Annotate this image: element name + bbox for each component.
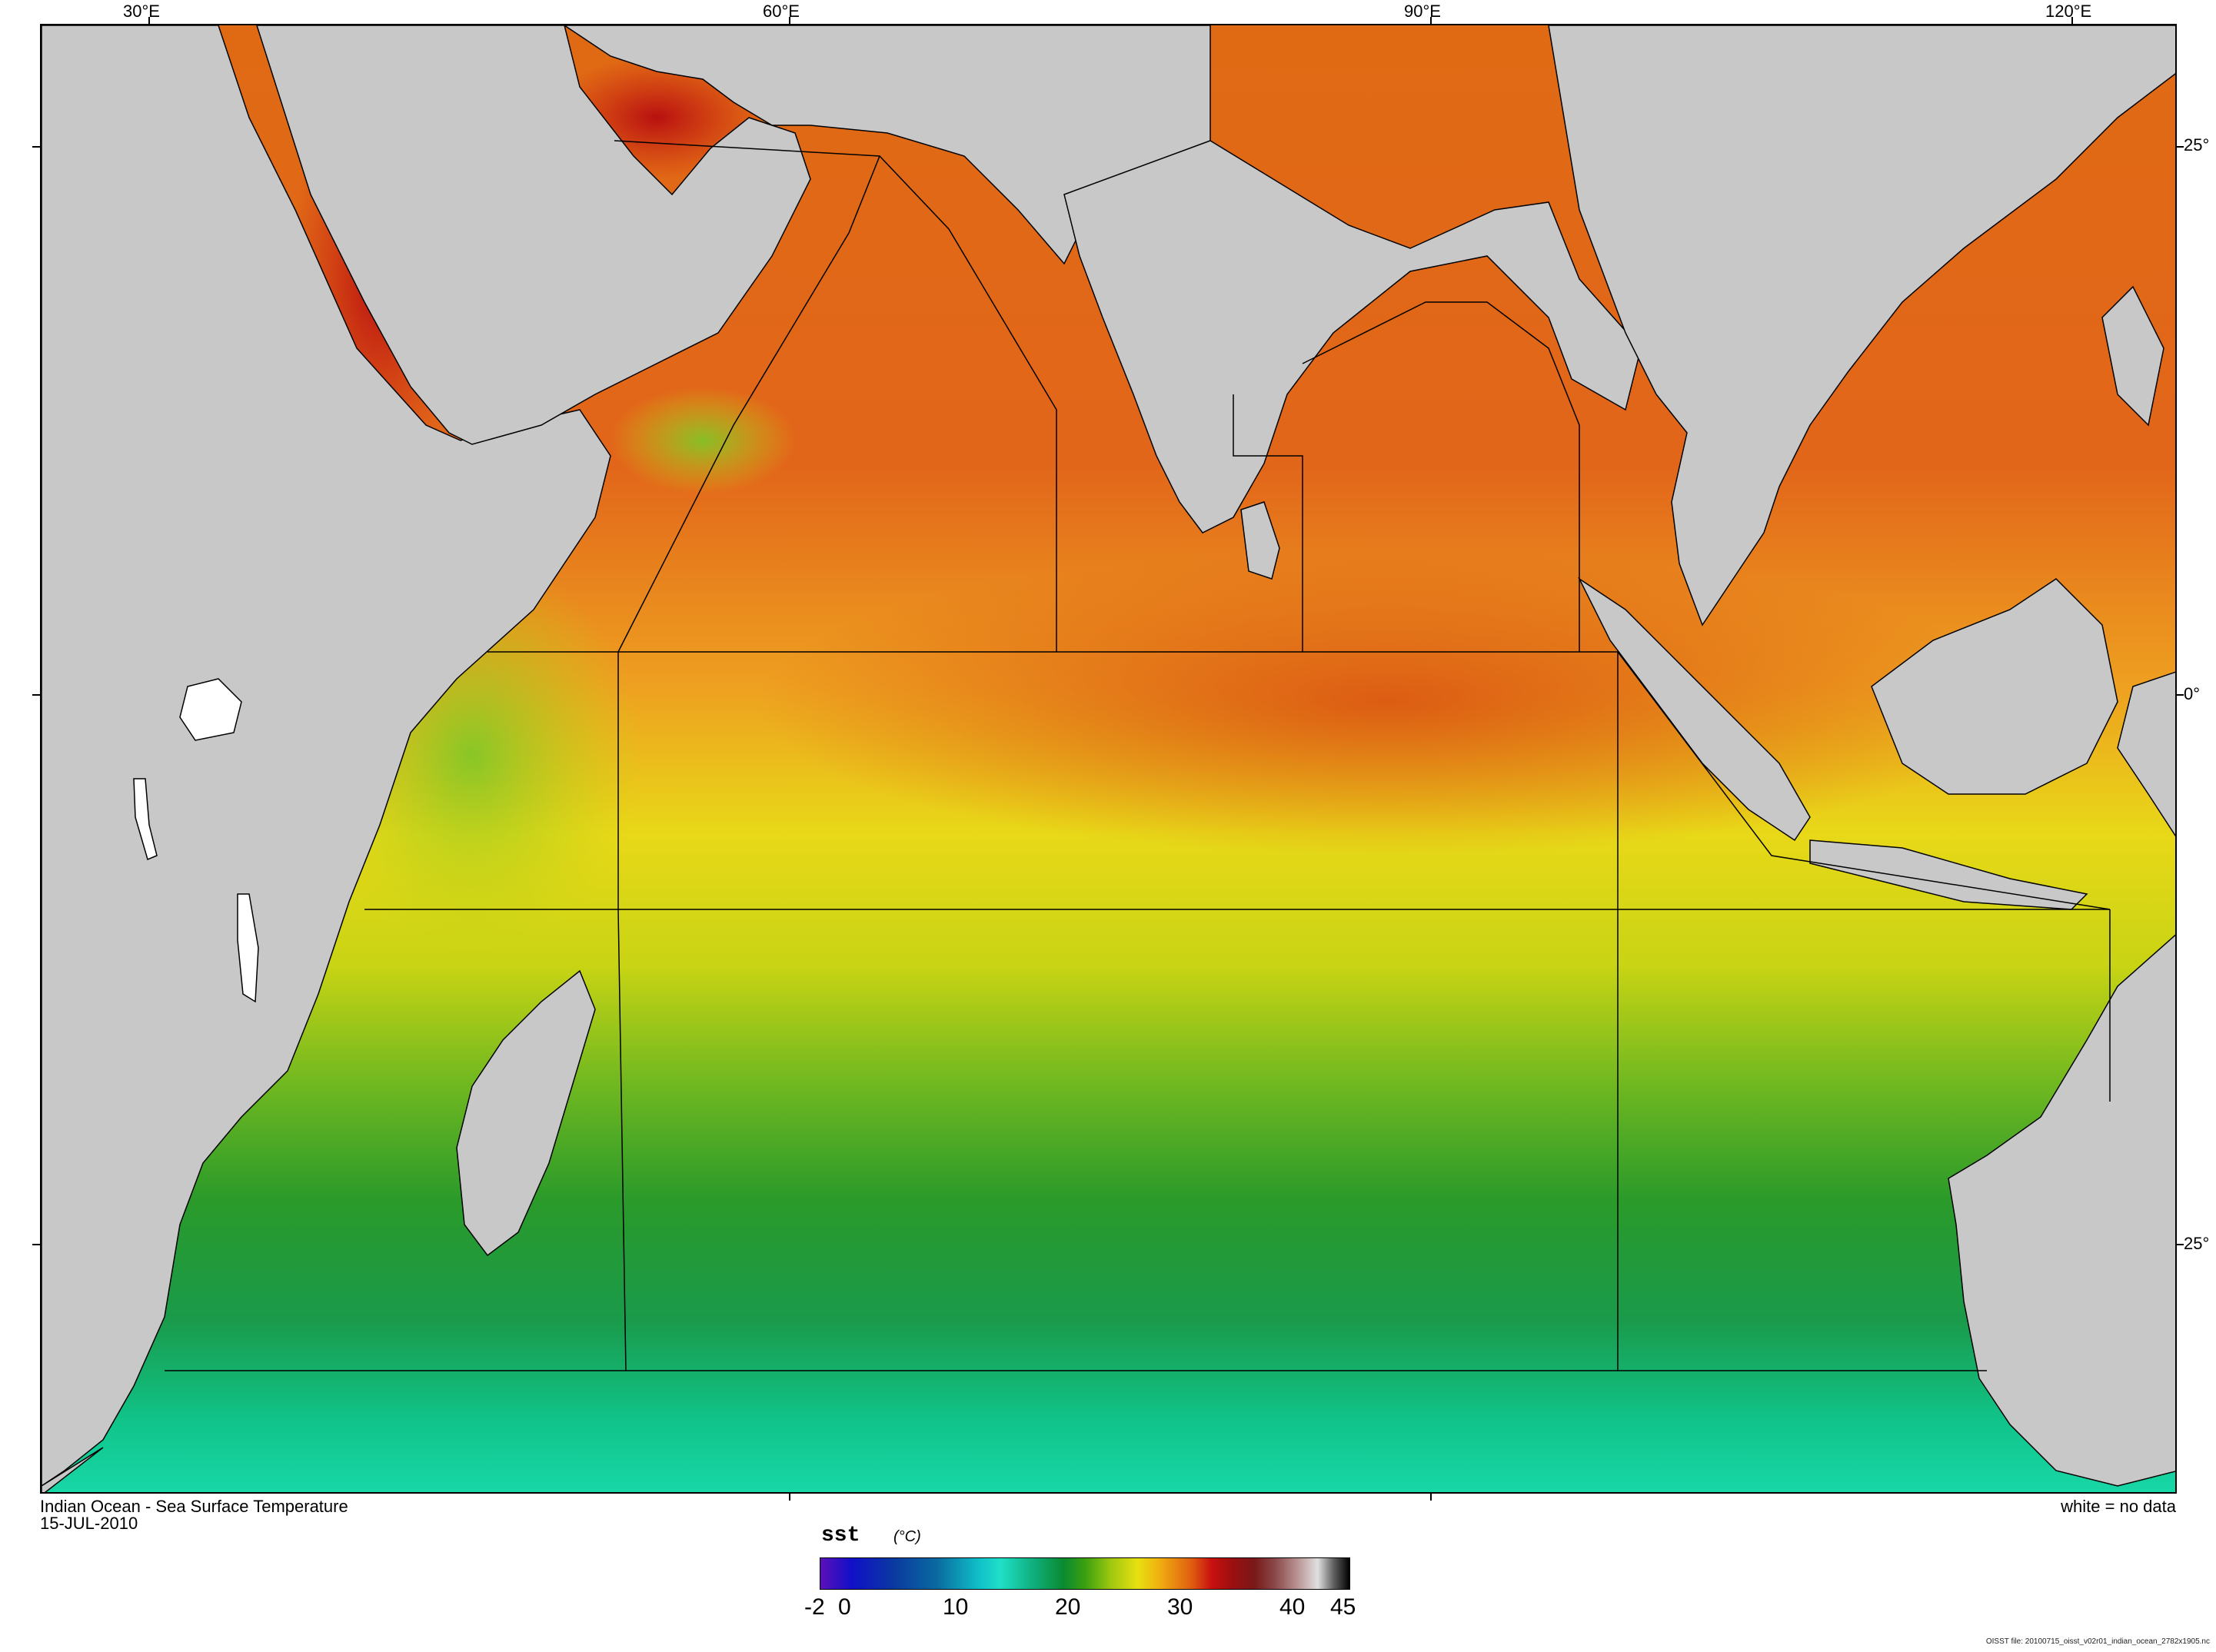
- tick-right-0: [2176, 694, 2184, 696]
- map-title: Indian Ocean - Sea Surface Temperature: [40, 1497, 348, 1516]
- file-note: OISST file: 20100715_oisst_v02r01_indian…: [1985, 1637, 2210, 1646]
- land-southeast-asia: [1548, 25, 2175, 627]
- colorbar-units: (°C): [893, 1528, 921, 1545]
- region-boundaries: [165, 140, 2111, 1371]
- map-date: 15-JUL-2010: [40, 1514, 138, 1533]
- tick-top-90e: [1430, 17, 1432, 25]
- no-data-lake-malawi: [237, 893, 259, 1003]
- colorbar-tick-minus2: -2: [804, 1594, 825, 1620]
- colorbar-tick-10: 10: [943, 1594, 969, 1620]
- colorbar-tick-30: 30: [1167, 1594, 1193, 1620]
- tick-right-25s: [2176, 1244, 2184, 1245]
- lat-label-25s: 25°: [2184, 1234, 2210, 1253]
- land-philippines: [2101, 285, 2164, 427]
- arabian-cool-strip: [611, 387, 795, 494]
- tick-left-25n: [32, 146, 40, 148]
- lon-label-60e: 60°E: [763, 2, 800, 21]
- land-africa: [42, 25, 611, 1487]
- no-data-lake-victoria: [179, 678, 242, 741]
- lat-label-0: 0°: [2184, 684, 2201, 703]
- colorbar-tick-0: 0: [838, 1594, 851, 1620]
- colorbar: [820, 1557, 1350, 1590]
- land-borneo: [1871, 578, 2118, 795]
- land-sumatra: [1578, 577, 1811, 842]
- lon-label-90e: 90°E: [1404, 2, 1441, 21]
- colorbar-variable: sst: [821, 1524, 860, 1547]
- tick-top-120e: [2071, 17, 2073, 25]
- tick-top-30e: [148, 17, 150, 25]
- land-sulawesi: [2117, 671, 2175, 837]
- tick-left-0: [32, 694, 40, 696]
- lon-label-30e: 30°E: [123, 2, 160, 21]
- tick-top-60e: [789, 17, 790, 25]
- land-australia: [1948, 934, 2175, 1487]
- sst-map-svg: [42, 25, 2175, 1492]
- no-data-note: white = no data: [2061, 1497, 2176, 1516]
- land-sri-lanka: [1240, 501, 1280, 580]
- land-madagascar: [456, 969, 596, 1257]
- colorbar-tick-45: 45: [1330, 1594, 1356, 1620]
- colorbar-gradient: [820, 1558, 1349, 1589]
- colorbar-tick-40: 40: [1279, 1594, 1306, 1620]
- tick-bottom-60e: [789, 1493, 790, 1501]
- sst-map: [40, 24, 2177, 1494]
- no-data-lake-tanganyika: [133, 778, 158, 861]
- tick-left-25s: [32, 1244, 40, 1245]
- land-south-africa: [42, 1447, 104, 1492]
- land-india: [1063, 140, 1642, 533]
- warm-pool: [757, 548, 2018, 856]
- tick-bottom-90e: [1430, 1493, 1432, 1501]
- land-arabia: [256, 25, 811, 445]
- colorbar-tick-20: 20: [1055, 1594, 1081, 1620]
- tick-right-25n: [2176, 146, 2184, 148]
- lon-label-120e: 120°E: [2045, 2, 2092, 21]
- lat-label-25n: 25°: [2184, 135, 2210, 155]
